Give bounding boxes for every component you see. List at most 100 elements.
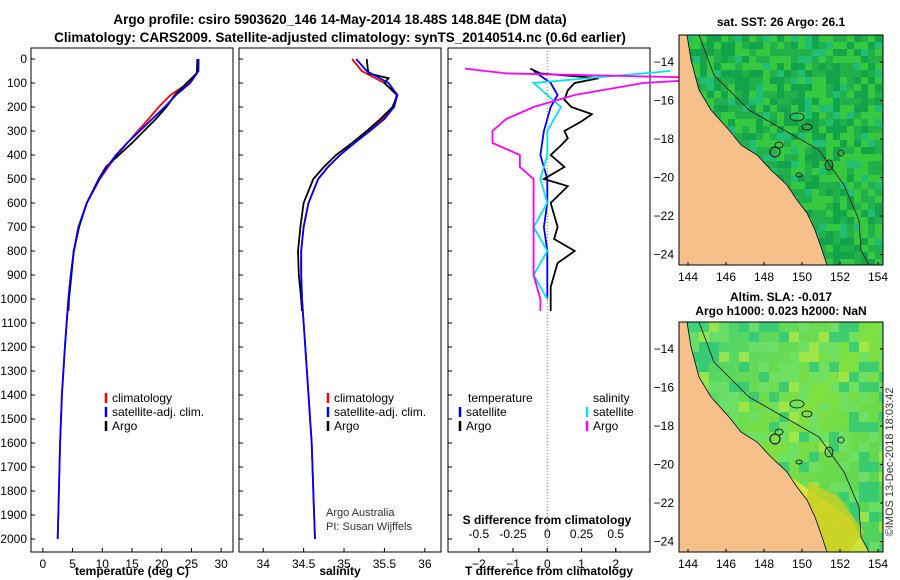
map-cell (707, 42, 714, 49)
map-cell (763, 112, 770, 119)
map-cell (791, 168, 798, 175)
map-cell (833, 203, 840, 210)
map-cell (693, 42, 700, 49)
map-cell (777, 63, 784, 70)
map-y-tick-label: −20 (654, 171, 675, 185)
sla-depth-contour (698, 322, 870, 552)
map-cell (700, 70, 707, 77)
map-cell (805, 140, 812, 147)
map-cell (789, 382, 799, 392)
diff-legend-label: Argo (593, 419, 619, 433)
map-cell (784, 147, 791, 154)
map-cell (847, 56, 854, 63)
reef-outline (824, 446, 834, 458)
map-cell (805, 77, 812, 84)
map-x-tick-label: 150 (792, 557, 812, 571)
map-cell (699, 362, 709, 372)
x-tick-label: 34.5 (292, 557, 316, 571)
map-cell (707, 49, 714, 56)
map-cell (735, 126, 742, 133)
map-cell (812, 84, 819, 91)
map-cell (847, 203, 854, 210)
map-cell (833, 63, 840, 70)
map-cell (869, 542, 879, 552)
map-cell (854, 84, 861, 91)
difference-panel (447, 47, 651, 553)
map-cell (742, 56, 749, 63)
map-cell (769, 322, 779, 332)
map-cell (840, 210, 847, 217)
map-cell (759, 432, 769, 442)
map-cell (861, 210, 868, 217)
map-cell (721, 70, 728, 77)
map-cell (868, 35, 875, 42)
map-cell (829, 442, 839, 452)
map-cell (798, 56, 805, 63)
map-cell (847, 189, 854, 196)
map-cell (859, 362, 869, 372)
map-cell (879, 372, 883, 382)
map-cell (763, 77, 770, 84)
map-cell (784, 70, 791, 77)
y-tick-label: 2000 (0, 532, 27, 546)
map-cell (777, 133, 784, 140)
map-cell (875, 119, 882, 126)
map-cell (861, 161, 868, 168)
map-cell (735, 35, 742, 42)
map-cell (812, 189, 819, 196)
map-cell (805, 210, 812, 217)
map-cell (707, 91, 714, 98)
map-x-tick-label: 150 (792, 270, 812, 284)
series-line-satellite-adj-clim- (300, 58, 399, 540)
map-cell (805, 189, 812, 196)
map-y-tick-label: −18 (654, 132, 675, 146)
map-cell (714, 63, 721, 70)
map-cell (833, 133, 840, 140)
sst-map-frame (678, 34, 884, 266)
credit-pi: PI: Susan Wijffels (326, 521, 412, 533)
map-cell (854, 35, 861, 42)
map-cell (840, 224, 847, 231)
map-cell (749, 432, 759, 442)
map-cell (819, 98, 826, 105)
map-cell (868, 77, 875, 84)
map-cell (714, 42, 721, 49)
map-cell (721, 63, 728, 70)
sst-argo-position-marker (769, 146, 781, 158)
map-cell (854, 175, 861, 182)
map-cell (826, 42, 833, 49)
map-cell (868, 91, 875, 98)
map-cell (861, 231, 868, 238)
map-cell (826, 154, 833, 161)
map-x-tick-label: 144 (678, 557, 698, 571)
map-cell (759, 372, 769, 382)
map-cell (749, 91, 756, 98)
map-cell (819, 35, 826, 42)
salinity-panel (238, 47, 442, 553)
map-cell (799, 392, 809, 402)
map-cell (840, 42, 847, 49)
map-cell (784, 84, 791, 91)
map-cell (854, 238, 861, 245)
map-cell (742, 119, 749, 126)
map-cell (833, 91, 840, 98)
map-cell (833, 119, 840, 126)
map-cell (879, 322, 883, 332)
map-cell (756, 63, 763, 70)
map-cell (859, 372, 869, 382)
map-cell (714, 77, 721, 84)
diff-legend-label: Argo (466, 419, 492, 433)
map-cell (809, 432, 819, 442)
map-cell (756, 98, 763, 105)
map-cell (812, 140, 819, 147)
map-cell (833, 56, 840, 63)
map-cell (791, 147, 798, 154)
map-cell (854, 63, 861, 70)
map-cell (829, 432, 839, 442)
sst-map-title: sat. SST: 26 Argo: 26.1 (717, 15, 846, 29)
map-cell (777, 105, 784, 112)
map-cell (829, 322, 839, 332)
map-cell (819, 147, 826, 154)
map-cell (791, 105, 798, 112)
map-cell (833, 210, 840, 217)
